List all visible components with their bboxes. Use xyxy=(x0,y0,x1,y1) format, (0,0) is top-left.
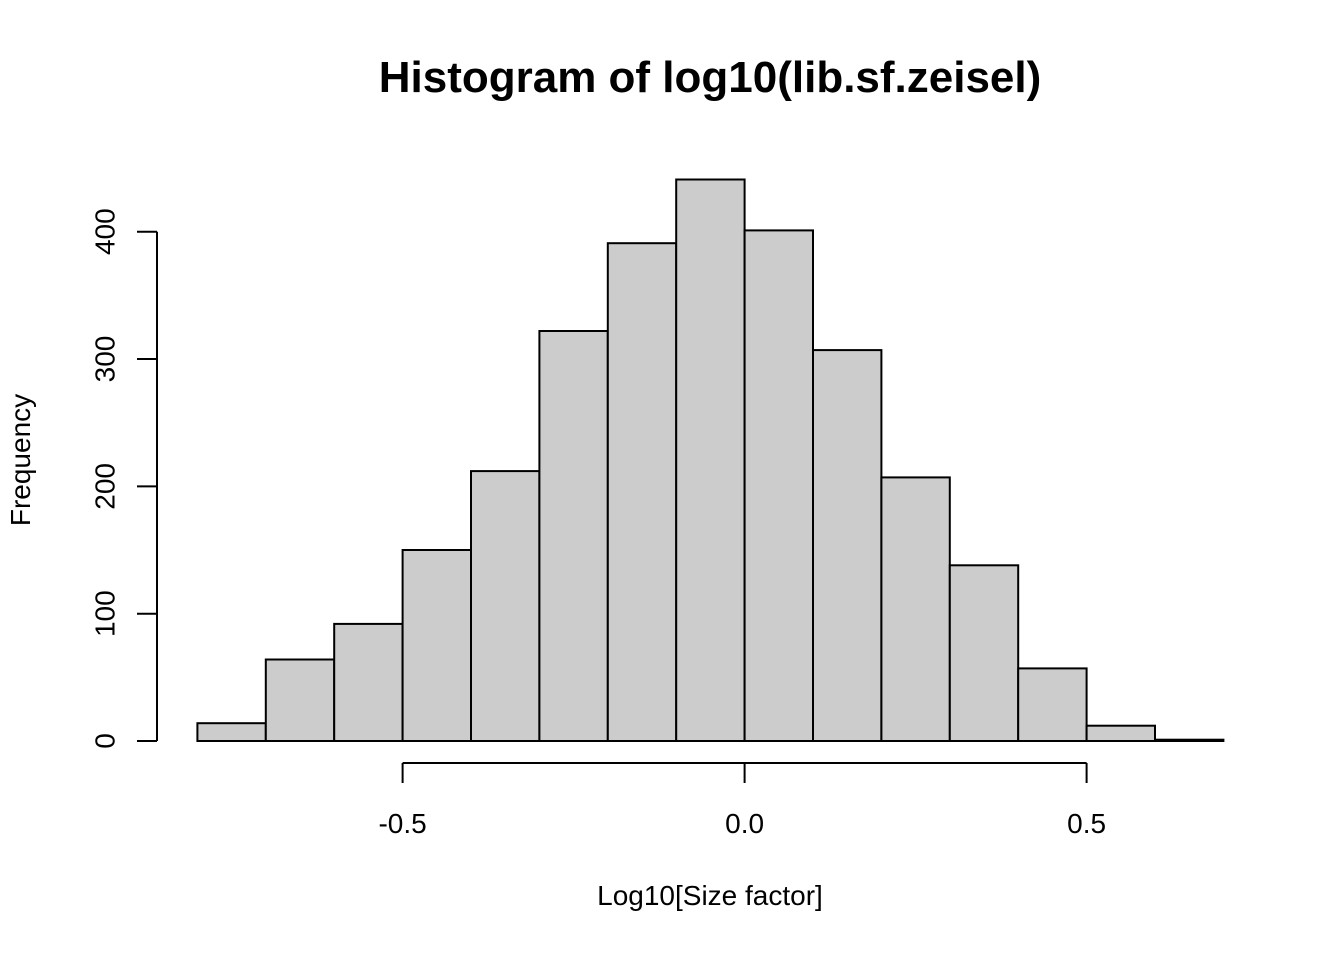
histogram-bar xyxy=(333,622,404,743)
histogram-bar xyxy=(538,330,609,742)
histogram-bar xyxy=(880,476,951,742)
histogram-bar xyxy=(401,549,473,742)
x-tick-label: 0.5 xyxy=(1067,808,1106,839)
histogram-bar xyxy=(743,229,814,742)
y-axis-label: Frequency xyxy=(5,394,36,526)
y-tick-label: 400 xyxy=(90,208,121,255)
histogram-bar xyxy=(606,242,678,742)
histogram-bar xyxy=(948,564,1020,742)
y-tick-label: 200 xyxy=(90,463,121,510)
y-tick-label: 0 xyxy=(90,733,121,749)
y-tick-label: 300 xyxy=(90,336,121,383)
histogram-bar xyxy=(812,349,883,742)
histogram-bar xyxy=(1017,667,1088,743)
histogram-bar xyxy=(264,658,336,742)
histogram-bar xyxy=(675,178,746,742)
histogram-bar xyxy=(196,722,267,743)
bars-group xyxy=(196,178,1225,743)
x-tick-label: -0.5 xyxy=(378,808,426,839)
x-axis-label: Log10[Size factor] xyxy=(597,880,823,911)
y-tick-label: 100 xyxy=(90,590,121,637)
x-axis: -0.5 0.0 0.5 xyxy=(378,762,1106,839)
histogram-bar xyxy=(470,470,541,742)
plot-title: Histogram of log10(lib.sf.zeisel) xyxy=(379,53,1042,102)
histogram-bar xyxy=(1085,724,1156,743)
histogram-bar xyxy=(1154,738,1225,743)
y-axis: 0 100 200 300 400 xyxy=(90,208,158,749)
x-tick-label: 0.0 xyxy=(725,808,764,839)
